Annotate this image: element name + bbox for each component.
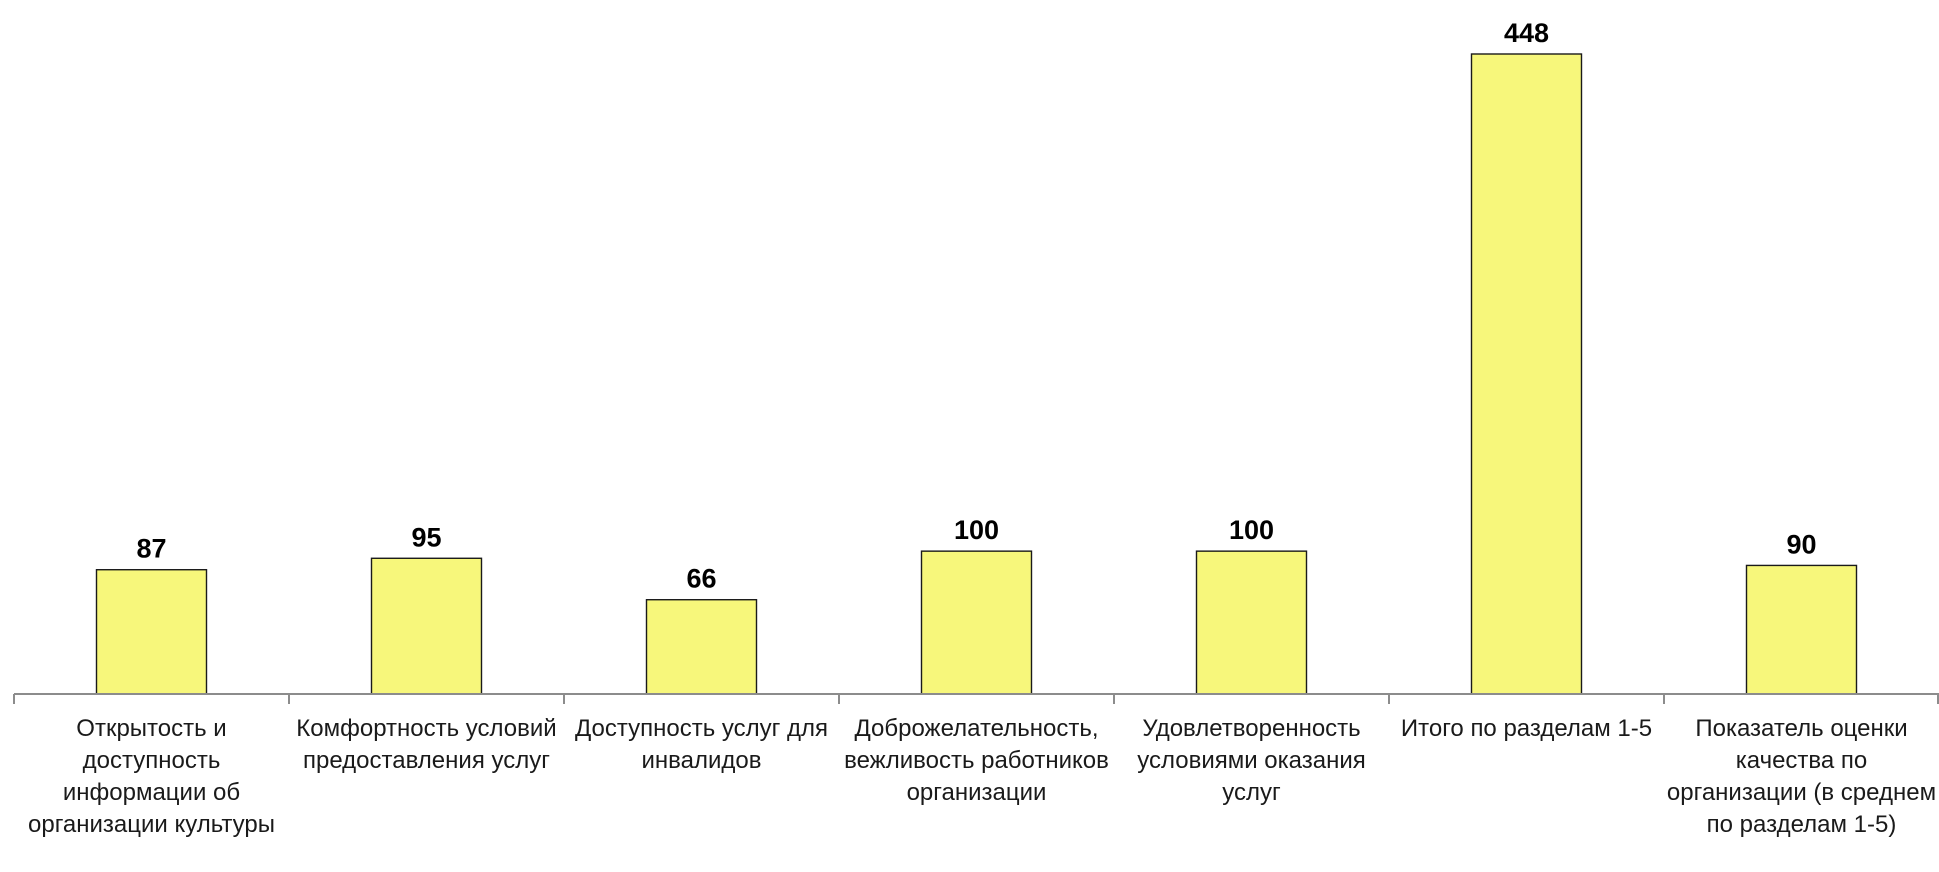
bar [1470,53,1583,695]
category-label: Комфортность условий предоставления услу… [296,715,557,774]
data-label: 66 [686,564,716,594]
category-label: Итого по разделам 1-5 [1400,715,1653,742]
category-label: Показатель оценки качества по организаци… [1666,715,1937,838]
category-label: Доброжелательность, вежливость работнико… [844,715,1109,806]
bar [1745,564,1858,695]
bars-group [95,53,1858,695]
bar [370,557,483,695]
bar [645,599,758,695]
bar [920,550,1033,695]
category-label: Удовлетворенность условиями оказания усл… [1137,715,1366,806]
data-label: 100 [1229,515,1274,545]
data-label: 90 [1786,529,1816,559]
data-label: 448 [1504,18,1549,48]
data-label: 100 [954,515,999,545]
category-label: Доступность услуг для инвалидов [574,715,829,774]
bar [1195,550,1308,695]
data-labels-group: 87 95 66 100 100 448 90 [136,18,1816,594]
category-label: Открытость и доступность информации об о… [28,715,275,838]
data-label: 95 [411,522,441,552]
x-axis-ticks [13,694,1939,704]
data-label: 87 [136,534,166,564]
bar [95,569,208,695]
